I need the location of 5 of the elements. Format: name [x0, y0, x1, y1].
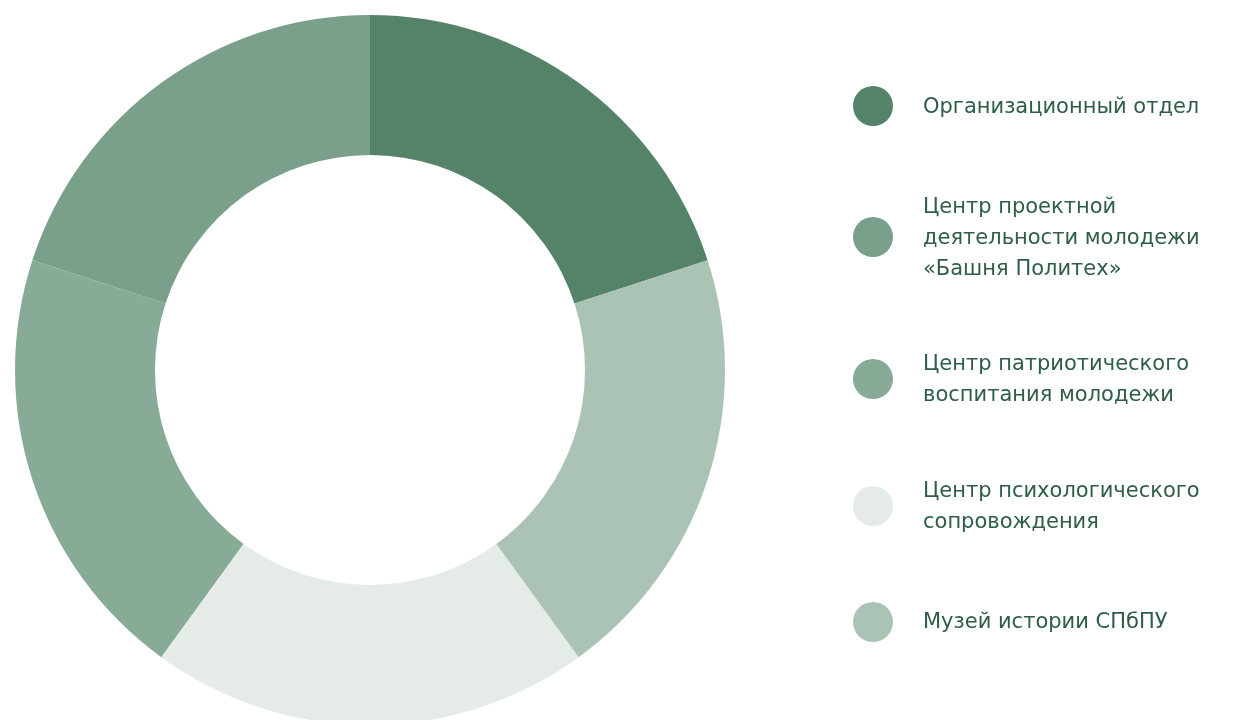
legend-label: Центр проектной деятельности молодежи «Башня Политех»	[923, 192, 1201, 282]
legend-label: Музей истории СПбПУ	[923, 608, 1168, 636]
legend-label: Центр психологического сопровождения	[923, 477, 1201, 536]
legend-label: Организационный отдел	[923, 92, 1200, 120]
legend-label: Центр патриотического воспитания молодежи	[923, 350, 1191, 409]
